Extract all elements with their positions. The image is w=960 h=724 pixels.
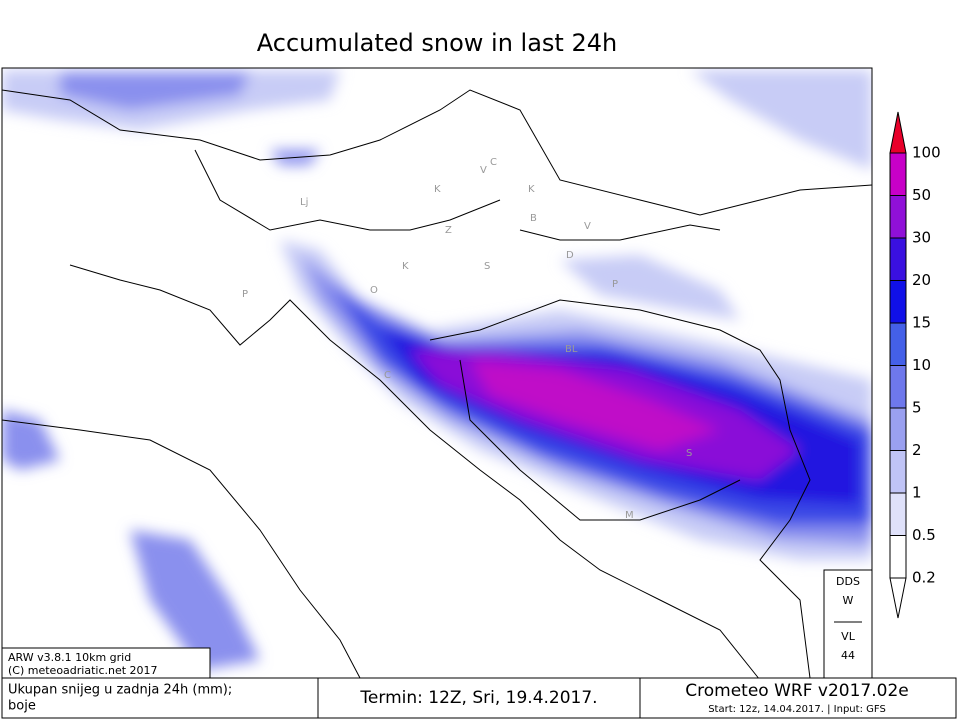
- colorbar-label: 1: [912, 484, 922, 502]
- map-label: K: [434, 184, 441, 195]
- colorbar-label: 100: [912, 144, 941, 162]
- borders: [1, 89, 873, 681]
- map-label: K: [528, 184, 535, 195]
- colorbar-segment: [889, 535, 907, 579]
- station-text: DDS: [836, 575, 860, 588]
- map-label: M: [625, 510, 634, 521]
- footer-model: Crometeo WRF v2017.02e: [685, 681, 908, 701]
- map-label: B: [530, 213, 537, 224]
- map-label: S: [686, 448, 692, 459]
- snow-field: [2, 70, 872, 670]
- map-label: O: [370, 285, 378, 296]
- model-box: [1, 647, 211, 679]
- map-label: D: [566, 250, 574, 261]
- map-label: Z: [445, 225, 452, 236]
- colorbar: 100 50 30 20 15 10 5 2 1 0.5 0.2: [889, 111, 941, 619]
- footer: [1, 677, 957, 719]
- model-text: ARW v3.8.1 10km grid: [8, 651, 131, 664]
- colorbar-label: 2: [912, 441, 922, 459]
- colorbar-segment: [889, 365, 907, 409]
- station-text: W: [843, 594, 854, 607]
- colorbar-label: 20: [912, 271, 931, 289]
- colorbar-segment: [889, 450, 907, 494]
- map-label: K: [402, 261, 409, 272]
- map-label: C: [384, 370, 391, 381]
- colorbar-label: 5: [912, 399, 922, 417]
- colorbar-cap: [889, 577, 907, 619]
- colorbar-segment: [889, 152, 907, 196]
- colorbar-segment: [889, 195, 907, 239]
- colorbar-label: 15: [912, 314, 931, 332]
- map-label: BL: [565, 344, 578, 355]
- title: Accumulated snow in last 24h: [257, 29, 617, 57]
- colorbar-segment: [889, 322, 907, 366]
- model-text: (C) meteoadriatic.net 2017: [8, 664, 158, 677]
- map-label: Lj: [300, 197, 308, 208]
- station-box: [823, 569, 873, 679]
- colorbar-segment: [889, 492, 907, 536]
- footer-termin: Termin: 12Z, Sri, 19.4.2017.: [359, 688, 597, 708]
- map-label: C: [490, 157, 497, 168]
- colorbar-cap: [889, 111, 907, 154]
- colorbar-segment: [889, 280, 907, 324]
- colorbar-segment: [889, 407, 907, 451]
- map-label: P: [242, 289, 248, 300]
- colorbar-label: 10: [912, 356, 931, 374]
- station-text: 44: [841, 649, 855, 662]
- colorbar-label: 0.5: [912, 526, 936, 544]
- footer-desc: boje: [8, 699, 36, 714]
- map-label: V: [584, 221, 591, 232]
- station-text: VL: [841, 630, 856, 643]
- colorbar-label: 0.2: [912, 569, 936, 587]
- map-label: P: [612, 279, 618, 290]
- map-label: S: [484, 261, 490, 272]
- colorbar-label: 50: [912, 186, 931, 204]
- colorbar-segment: [889, 237, 907, 281]
- map-label: V: [480, 165, 487, 176]
- colorbar-label: 30: [912, 229, 931, 247]
- footer-desc: Ukupan snijeg u zadnja 24h (mm);: [8, 683, 232, 698]
- footer-start: Start: 12z, 14.04.2017. | Input: GFS: [708, 704, 886, 715]
